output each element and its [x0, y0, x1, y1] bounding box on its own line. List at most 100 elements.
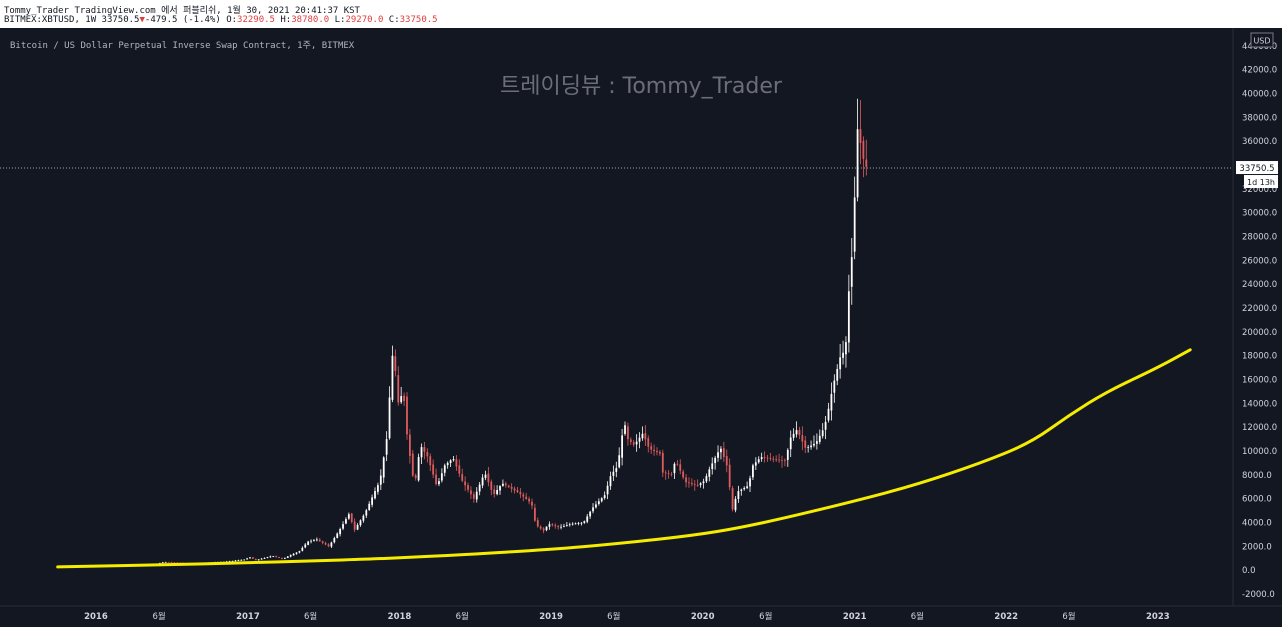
candle-body — [522, 494, 525, 497]
candle-body — [641, 433, 644, 439]
time-axis[interactable]: 2016 6월 2017 6월 2018 6월 2019 6월 2020 6월 2021 6월 2022… — [84, 611, 1170, 622]
candle-body — [347, 514, 350, 519]
y-tick-label: 0.0 — [1242, 566, 1256, 576]
candle-body — [278, 557, 280, 558]
candle-body — [464, 481, 467, 486]
candle-body — [574, 523, 577, 525]
candle-body — [638, 437, 641, 442]
candle-body — [804, 440, 807, 448]
candle-body — [824, 421, 827, 430]
candle-body — [766, 457, 769, 459]
candle-body — [388, 397, 391, 439]
candle-body — [635, 441, 638, 445]
currency-button[interactable] — [1250, 32, 1274, 48]
candle-body — [417, 457, 420, 481]
x-tick-label: 6월 — [152, 611, 165, 622]
candle-body — [499, 486, 501, 491]
candle-body — [815, 441, 818, 444]
candle-body — [801, 435, 804, 442]
candle-body — [711, 463, 714, 470]
close-label: C: — [388, 15, 400, 25]
candle-body — [656, 450, 658, 453]
candle-body — [324, 543, 327, 545]
candle-body — [315, 539, 318, 541]
candle-body — [176, 562, 179, 564]
candle-body — [249, 557, 251, 559]
candle-body — [481, 477, 484, 486]
candle-body — [612, 471, 615, 476]
candle-body — [746, 486, 749, 489]
candle-body — [525, 496, 528, 500]
candle-body — [533, 507, 536, 521]
candle-body — [423, 447, 426, 452]
candle-body — [403, 395, 405, 402]
candle-body — [432, 464, 435, 475]
candle-body — [717, 452, 719, 458]
candle-body — [292, 553, 295, 556]
symbol-ohlc-line: BITMEX:XBTUSD, 1W 33750.5▼-479.5 (-1.4%)… — [4, 15, 438, 25]
countdown-tag — [1244, 175, 1278, 189]
y-tick-label: 40000.0 — [1242, 90, 1277, 100]
candle-body — [504, 483, 507, 486]
candle-body — [740, 489, 743, 491]
candle-body — [667, 473, 670, 475]
candle-body — [658, 452, 661, 454]
candle-body — [243, 559, 246, 561]
x-tick-label: 6월 — [456, 611, 469, 622]
candle-body — [690, 483, 693, 485]
low-value: 29270.0 — [345, 15, 384, 25]
candle-body — [784, 460, 786, 462]
candle-body — [374, 491, 376, 499]
candle-body — [728, 464, 731, 488]
candle-body — [795, 430, 798, 435]
candle-body — [260, 558, 263, 560]
candle-body — [252, 557, 254, 559]
candle-body — [377, 485, 379, 492]
candle-body — [487, 473, 490, 483]
candle-body — [330, 542, 333, 547]
candle-body — [786, 449, 789, 460]
candle-body — [257, 559, 260, 561]
candle-body — [502, 483, 504, 486]
candle-body — [310, 540, 312, 542]
y-tick-label: 2000.0 — [1242, 542, 1272, 552]
symbol-description: Bitcoin / US Dollar Perpetual Inverse Sw… — [10, 41, 355, 51]
candle-body — [475, 491, 478, 500]
y-tick-label: 8000.0 — [1242, 471, 1272, 481]
candle-body — [551, 524, 554, 526]
candle-body — [298, 551, 301, 553]
x-tick-label: 2016 — [84, 612, 108, 622]
candle-body — [368, 503, 371, 510]
candle-body — [778, 459, 780, 461]
candle-body — [513, 488, 516, 491]
x-tick-label: 6월 — [607, 611, 620, 622]
price-chart[interactable]: -2000.0 0.0 2000.0 4000.0 6000.0 8000.0 10000.… — [0, 28, 1282, 627]
candle-body — [443, 465, 446, 473]
candle-body — [589, 511, 592, 517]
candle-body — [557, 526, 560, 528]
x-tick-label: 6월 — [304, 611, 317, 622]
candle-body — [664, 472, 667, 474]
candle-body — [507, 485, 510, 488]
candle-body — [600, 498, 603, 502]
y-tick-label: 32000.0 — [1242, 185, 1277, 195]
candle-body — [836, 368, 839, 381]
candle-body — [339, 529, 342, 535]
candle-body — [856, 129, 859, 198]
candle-body — [307, 541, 310, 545]
candle-body — [539, 526, 542, 529]
candle-body — [458, 465, 461, 474]
candle-body — [411, 453, 414, 476]
candle-body — [536, 520, 539, 527]
close-value: 33750.5 — [399, 15, 438, 25]
candle-body — [571, 523, 574, 525]
y-tick-label: 36000.0 — [1242, 137, 1277, 147]
x-tick-label: 2023 — [1146, 612, 1170, 622]
candle-body — [839, 357, 842, 370]
y-tick-label: 12000.0 — [1242, 423, 1277, 433]
last-price-tag-label: 33750.5 — [1239, 164, 1274, 174]
candle-body — [865, 159, 868, 167]
candle-body — [295, 552, 298, 554]
candle-body — [440, 473, 443, 481]
candle-body — [304, 544, 307, 548]
